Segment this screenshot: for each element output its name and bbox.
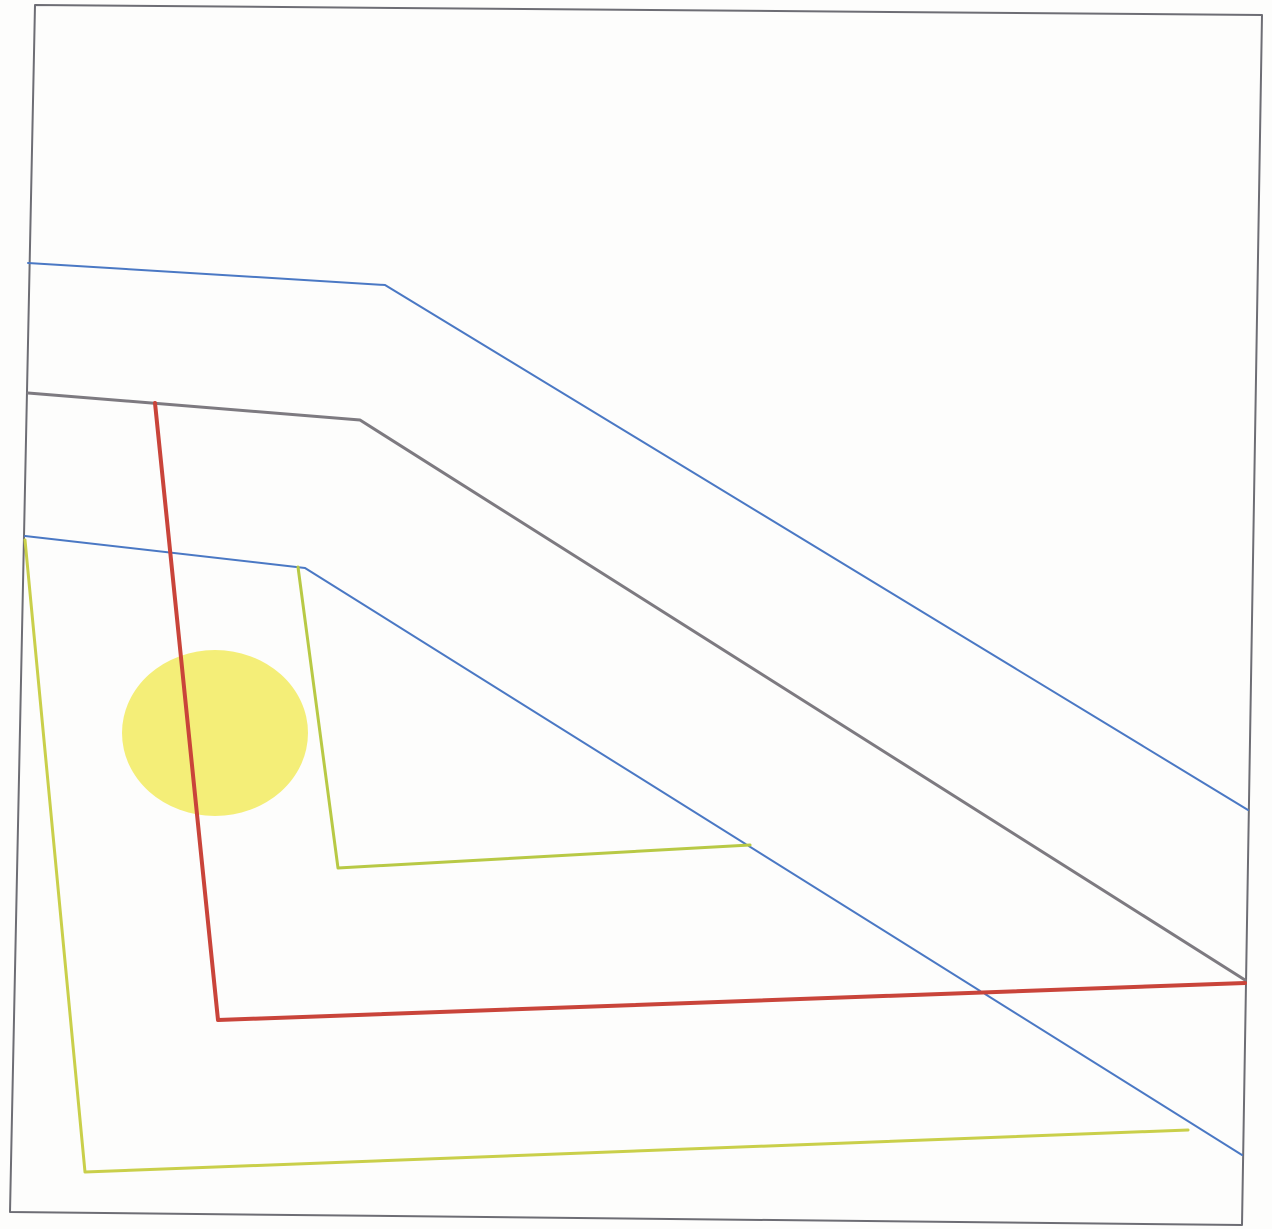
green-line-inner: [296, 565, 752, 870]
blue-line-top: [27, 262, 1249, 811]
gray-line: [26, 391, 1247, 982]
frame: [9, 4, 1263, 1226]
yellow-circle: [122, 650, 308, 816]
green-line-outer: [23, 538, 1190, 1174]
red-line: [153, 401, 1247, 1022]
blue-line-bottom: [24, 535, 1243, 1156]
